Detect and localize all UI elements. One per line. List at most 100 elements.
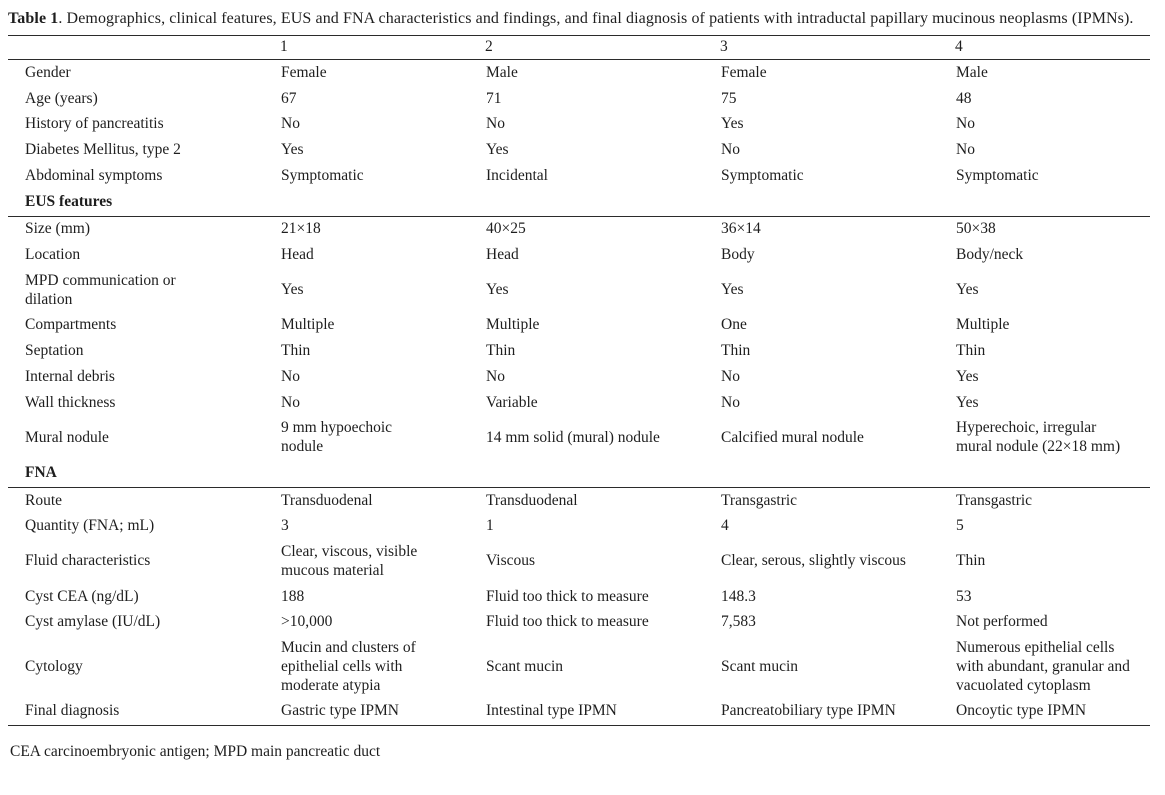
header-case-2: 2 xyxy=(485,35,720,61)
cell-case-3: 36×14 xyxy=(721,220,761,238)
table-row: Cytology Mucin and clusters of epithelial… xyxy=(8,636,1150,699)
cell-case-4: 53 xyxy=(956,587,972,605)
cell-case-4: Oncoytic type IPMN xyxy=(955,698,1150,726)
cell-case-4: 48 xyxy=(956,89,972,107)
table-caption-text: . Demographics, clinical features, EUS a… xyxy=(58,10,1134,27)
cell-case-2: Head xyxy=(486,246,519,264)
cell-case-1: 67 xyxy=(281,89,297,107)
cell-case-4: Not performed xyxy=(956,613,1048,631)
cell-case-2: Viscous xyxy=(486,552,536,570)
row-label: Fluid characteristics xyxy=(25,552,151,570)
cell-case-1: Mucin and clusters of epithelial cells w… xyxy=(281,639,416,694)
row-label: Abdominal symptoms xyxy=(25,166,163,184)
cell-case-3: Yes xyxy=(721,115,744,133)
table-row: Septation Thin Thin Thin Thin xyxy=(8,339,1150,365)
cell-case-2: 71 xyxy=(486,89,502,107)
cell-case-4: Thin xyxy=(956,342,986,360)
cell-case-3: Thin xyxy=(721,342,751,360)
section-header-row: FNA xyxy=(8,460,1150,489)
cell-case-2: No xyxy=(486,115,505,133)
cell-case-2: 40×25 xyxy=(486,220,526,238)
table-caption-number: Table 1 xyxy=(8,10,59,27)
cell-case-2: 1 xyxy=(486,517,494,535)
row-label: Route xyxy=(25,491,63,509)
cell-case-3: No xyxy=(721,141,740,159)
cell-case-2: Yes xyxy=(486,141,509,159)
cell-case-2: Transduodenal xyxy=(486,491,578,509)
cell-case-4: Yes xyxy=(956,281,979,299)
cell-case-3: 4 xyxy=(721,517,729,535)
row-label: Quantity (FNA; mL) xyxy=(25,517,155,535)
section-header: FNA xyxy=(8,460,1150,489)
table-header: 1 2 3 4 xyxy=(8,35,1150,61)
header-case-1: 1 xyxy=(280,35,485,61)
cell-case-2: Multiple xyxy=(486,316,540,334)
cell-case-4: Transgastric xyxy=(956,491,1033,509)
row-label: Compartments xyxy=(25,316,117,334)
cell-case-1: No xyxy=(281,115,300,133)
cell-case-2: Thin xyxy=(486,342,516,360)
cell-case-2: No xyxy=(486,367,505,385)
section-header-row: EUS features xyxy=(8,189,1150,217)
row-label: Internal debris xyxy=(25,367,115,385)
cell-case-3: One xyxy=(721,316,747,334)
row-label: Size (mm) xyxy=(25,220,90,238)
cell-case-4: Multiple xyxy=(956,316,1010,334)
header-case-3: 3 xyxy=(720,35,955,61)
table-row: Final diagnosis Gastric type IPMN Intestin… xyxy=(8,698,1150,726)
cell-case-3: Female xyxy=(721,63,767,81)
cell-case-1: Female xyxy=(281,63,327,81)
table-row: MPD communication or dilation Yes Yes Yes Ye… xyxy=(8,268,1150,313)
row-label: History of pancreatitis xyxy=(25,115,164,133)
cell-case-1: 9 mm hypoechoic nodule xyxy=(281,419,393,456)
cell-case-2: Incidental xyxy=(486,166,548,184)
row-label: Mural nodule xyxy=(25,428,109,446)
row-label: Diabetes Mellitus, type 2 xyxy=(25,141,181,159)
table-row: Fluid characteristics Clear, viscous, vis… xyxy=(8,540,1150,585)
cell-case-3: Pancreatobiliary type IPMN xyxy=(720,698,955,726)
table-footnote: CEA carcinoembryonic antigen; MPD main p… xyxy=(10,742,381,760)
cell-case-4: Symptomatic xyxy=(956,166,1039,184)
cell-case-3: Clear, serous, slightly viscous xyxy=(721,552,906,570)
section-header: EUS features xyxy=(8,189,1150,217)
cell-case-4: Body/neck xyxy=(956,246,1024,264)
table-row: Internal debris No No No Yes xyxy=(8,364,1150,390)
row-label: Age (years) xyxy=(25,89,98,107)
cell-case-1: 188 xyxy=(281,587,305,605)
cell-case-4: No xyxy=(956,115,975,133)
table-row: History of pancreatitis No No Yes No xyxy=(8,112,1150,138)
cell-case-3: Scant mucin xyxy=(721,657,799,675)
cell-case-2: Variable xyxy=(486,393,538,411)
cell-case-3: No xyxy=(721,367,740,385)
cell-case-2: 14 mm solid (mural) nodule xyxy=(486,428,660,446)
cell-case-4: 50×38 xyxy=(956,220,996,238)
cell-case-1: 21×18 xyxy=(281,220,321,238)
table-body: Gender Female Male Female Male Age (years) 67 7… xyxy=(8,60,1150,726)
cell-case-3: Transgastric xyxy=(721,491,798,509)
table-row: Quantity (FNA; mL) 3 1 4 5 xyxy=(8,514,1150,540)
row-label: Location xyxy=(25,246,81,264)
table-row: Diabetes Mellitus, type 2 Yes Yes No No xyxy=(8,138,1150,164)
cell-case-4: Numerous epithelial cells with abundant,… xyxy=(956,639,1130,694)
cell-case-1: No xyxy=(281,367,300,385)
cell-case-4: 5 xyxy=(956,517,964,535)
cell-case-4: No xyxy=(956,141,975,159)
cell-case-3: Yes xyxy=(721,281,744,299)
table-row: Location Head Head Body Body/neck xyxy=(8,243,1150,269)
table-row: Gender Female Male Female Male xyxy=(8,60,1150,86)
cell-case-1: Clear, viscous, visible mucous material xyxy=(281,543,418,579)
cell-case-1: Symptomatic xyxy=(281,166,364,184)
paper-table-page: Table 1. Demographics, clinical features… xyxy=(8,10,1150,760)
cell-case-2: Scant mucin xyxy=(486,657,564,675)
cell-case-4: Yes xyxy=(956,393,979,411)
cell-case-1: Head xyxy=(281,246,314,264)
table-row: Cyst CEA (ng/dL) 188 Fluid too thick to me… xyxy=(8,584,1150,610)
cell-case-1: Yes xyxy=(281,281,304,299)
row-label: Cyst amylase (IU/dL) xyxy=(25,613,161,631)
header-corner-cell xyxy=(8,35,280,61)
cell-case-3: No xyxy=(721,393,740,411)
cell-case-3: 148.3 xyxy=(721,587,756,605)
row-label: Cyst CEA (ng/dL) xyxy=(25,587,139,605)
cell-case-1: Gastric type IPMN xyxy=(280,698,485,726)
table-row: Wall thickness No Variable No Yes xyxy=(8,390,1150,416)
